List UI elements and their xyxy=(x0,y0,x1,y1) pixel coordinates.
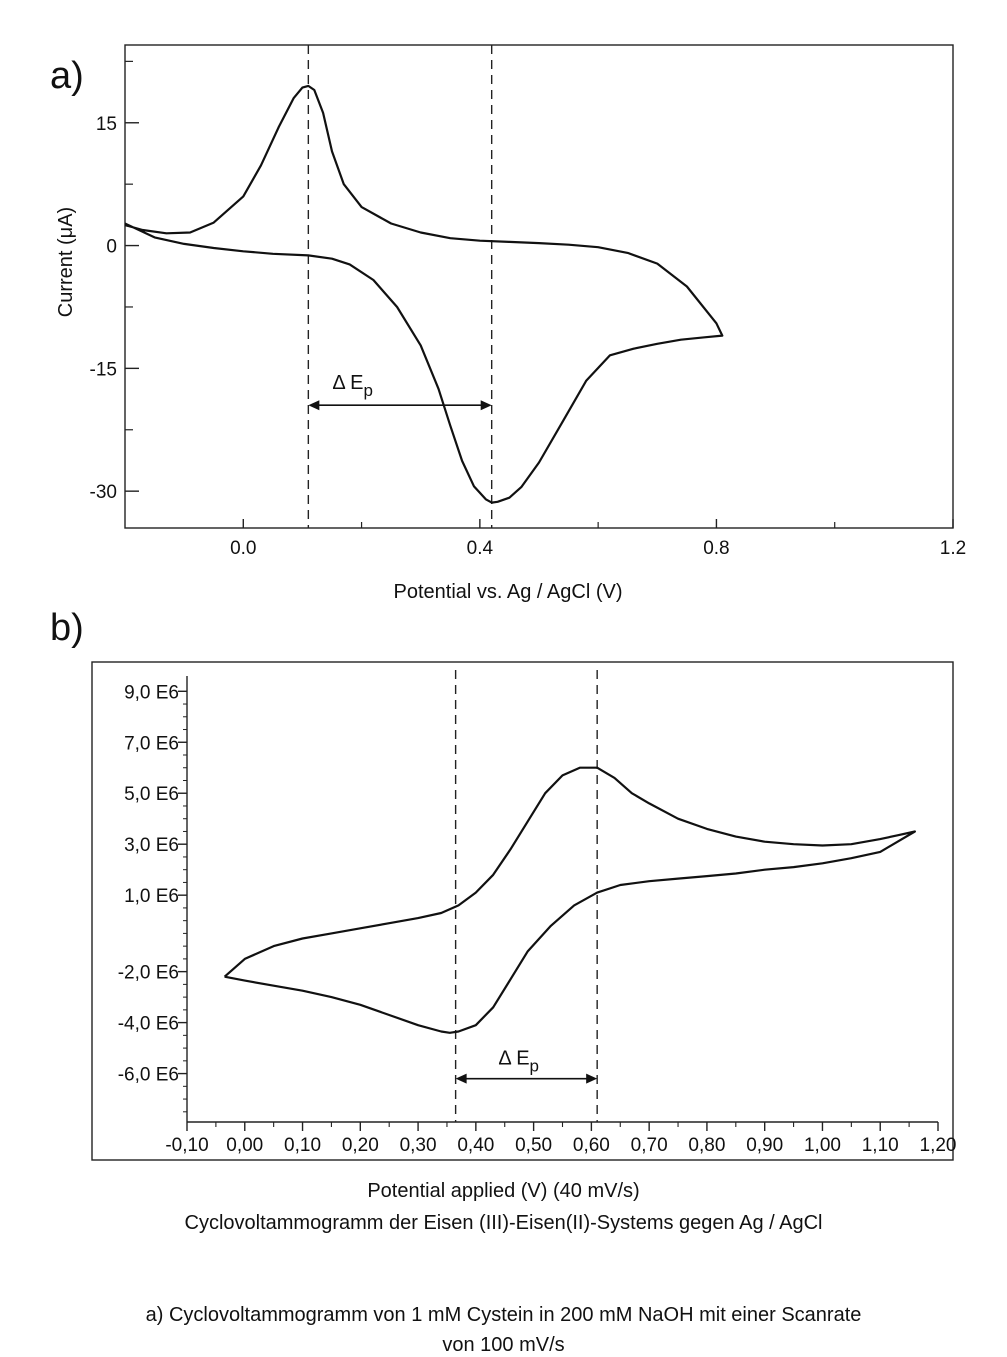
panel-b-label: b) xyxy=(50,607,84,649)
panel-a-chart: a) 0.0 0.4 0.8 1.2 15 0 -15 -30 Δ Ep Potential … xyxy=(50,45,966,603)
panel-b-x-tick-label: 1,00 xyxy=(804,1135,841,1156)
panel-b-axes: -0,10 0,00 0,10 0,20 0,30 0,40 0,50 0,60 0,70 0,8… xyxy=(118,682,957,1156)
panel-b-y-tick-label: 7,0 E6 xyxy=(124,733,179,754)
panel-b-delta-ep-arrowhead-left xyxy=(456,1074,467,1084)
panel-a-delta-ep-arrow xyxy=(308,400,491,410)
panel-b-x-tick-label: 0,00 xyxy=(226,1135,263,1156)
panel-a-delta-ep-arrowhead-left xyxy=(308,400,319,410)
panel-b-x-tick-label: 0,40 xyxy=(457,1135,494,1156)
figure-caption-line-1: a) Cyclovoltammogramm von 1 mM Cystein i… xyxy=(0,1304,1007,1327)
panel-b-x-tick-label: 0,90 xyxy=(746,1135,783,1156)
panel-b-outer-frame xyxy=(92,662,953,1160)
panel-a-x-tick-label: 0.0 xyxy=(230,538,256,559)
panel-b-cv-curve xyxy=(225,768,915,1033)
panel-a-x-tick-label: 1.2 xyxy=(940,538,966,559)
panel-a-y-tick-label: -15 xyxy=(90,359,117,380)
panel-b-y-tick-label: -2,0 E6 xyxy=(118,963,179,984)
panel-b-y-tick-label: -6,0 E6 xyxy=(118,1065,179,1086)
panel-b-delta-ep-main: Δ E xyxy=(498,1048,529,1070)
panel-b-chart: b) -0,10 0,00 0,10 0,20 0,30 0,40 0,50 0,60 0,70… xyxy=(50,607,956,1160)
figure-caption-line-2: von 100 mV/s xyxy=(0,1334,1007,1357)
panel-a-y-tick-label: -30 xyxy=(90,482,117,503)
panel-b-delta-ep-arrowhead-right xyxy=(586,1074,597,1084)
panel-b-x-tick-label: 0,10 xyxy=(284,1135,321,1156)
panel-b-y-tick-label: 1,0 E6 xyxy=(124,886,179,907)
panel-b-y-tick-label: -4,0 E6 xyxy=(118,1014,179,1035)
panel-b-delta-ep-arrow xyxy=(456,1074,598,1084)
panel-a-delta-ep-main: Δ E xyxy=(332,372,363,394)
panel-b-subtitle: Cyclovoltammogramm der Eisen (III)-Eisen… xyxy=(0,1212,1007,1235)
panel-b-x-tick-label: -0,10 xyxy=(165,1135,208,1156)
panel-b-y-tick-label: 5,0 E6 xyxy=(124,784,179,805)
panel-a-y-tick-label: 0 xyxy=(106,237,117,258)
panel-a-delta-ep-label: Δ Ep xyxy=(332,372,373,400)
panel-b-y-tick-label: 9,0 E6 xyxy=(124,682,179,703)
panel-b-x-tick-label: 1,10 xyxy=(862,1135,899,1156)
panel-b-delta-ep-label: Δ Ep xyxy=(498,1048,539,1076)
panel-b-x-tick-label: 0,80 xyxy=(688,1135,725,1156)
panel-b-x-tick-label: 0,50 xyxy=(515,1135,552,1156)
panel-b-x-tick-label: 0,70 xyxy=(631,1135,668,1156)
panel-a-axes: 0.0 0.4 0.8 1.2 15 0 -15 -30 xyxy=(90,61,967,559)
panel-a-y-tick-label: 15 xyxy=(96,114,117,135)
panel-a-delta-ep-arrowhead-right xyxy=(481,400,492,410)
panel-a-label: a) xyxy=(50,55,84,97)
panel-a-x-tick-label: 0.8 xyxy=(703,538,729,559)
panel-a-delta-ep-sub: p xyxy=(363,381,372,400)
panel-a-frame xyxy=(125,45,953,528)
panel-b-y-tick-label: 3,0 E6 xyxy=(124,835,179,856)
panel-b-delta-ep-sub: p xyxy=(530,1057,539,1076)
panel-b-x-axis-title: Potential applied (V) (40 mV/s) xyxy=(0,1180,1007,1203)
panel-b-x-tick-label: 1,20 xyxy=(920,1135,957,1156)
panel-a-y-axis-title: Current (μA) xyxy=(55,207,77,317)
panel-a-peak-guides xyxy=(308,45,491,528)
panel-b-x-tick-label: 0,30 xyxy=(400,1135,437,1156)
panel-a-cv-curve xyxy=(125,86,722,503)
panel-b-x-tick-label: 0,20 xyxy=(342,1135,379,1156)
panel-a-x-axis-title: Potential vs. Ag / AgCl (V) xyxy=(394,581,623,603)
panel-b-x-tick-label: 0,60 xyxy=(573,1135,610,1156)
panel-a-x-tick-label: 0.4 xyxy=(467,538,494,559)
